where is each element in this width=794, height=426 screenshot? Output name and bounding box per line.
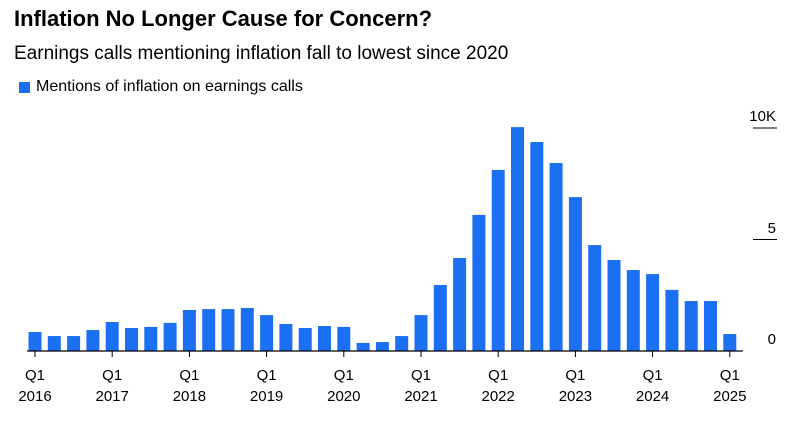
bar [491,169,505,351]
bar [665,289,679,351]
bar [163,322,177,351]
x-tick-label: Q1 2017 [95,367,129,405]
bar [182,309,196,351]
bar [414,315,428,351]
bar [530,142,544,351]
bar [28,332,42,351]
bar [723,334,737,351]
bar [453,258,467,351]
bar [298,328,312,351]
bar [260,315,274,351]
x-tick-label: Q1 2025 [713,367,747,405]
bar [646,274,660,351]
bar [356,342,370,351]
legend: Mentions of inflation on earnings calls [14,78,303,96]
bar [433,284,447,351]
bar [549,163,563,351]
y-tick-label: 10K [749,108,776,125]
bar [472,214,486,351]
x-tick-label: Q1 2023 [558,367,593,405]
bar [221,309,235,351]
x-tick-label: Q1 2024 [635,367,670,405]
chart-title: Inflation No Longer Cause for Concern? [14,6,433,31]
chart-subtitle: Earnings calls mentioning inflation fall… [14,43,509,64]
bar [395,336,409,351]
bar [279,324,293,351]
bar [105,322,119,351]
y-tick-label: 5 [767,219,776,237]
bar [47,336,61,351]
bar [607,260,621,351]
bar [568,197,582,351]
bar [202,309,216,351]
bar [144,326,158,351]
bar [626,270,640,351]
bar [375,342,389,351]
bar [125,328,138,351]
y-tick-label: 0 [767,331,776,348]
x-tick-label: Q1 2018 [172,367,207,405]
bar [67,336,81,351]
bar [588,245,602,351]
bar [511,127,524,351]
legend-label: Mentions of inflation on earnings calls [36,78,303,95]
bar [337,326,351,351]
x-tick-label: Q1 2020 [327,367,361,405]
x-tick-label: Q1 2016 [18,367,52,405]
bar [704,301,717,351]
bar [318,326,331,351]
x-tick-label: Q1 2019 [249,367,284,405]
bar [86,330,100,351]
legend-swatch [19,81,30,93]
bar [240,307,254,351]
bar [684,301,698,351]
x-tick-label: Q1 2022 [481,367,515,405]
x-tick-label: Q1 2021 [404,367,438,405]
